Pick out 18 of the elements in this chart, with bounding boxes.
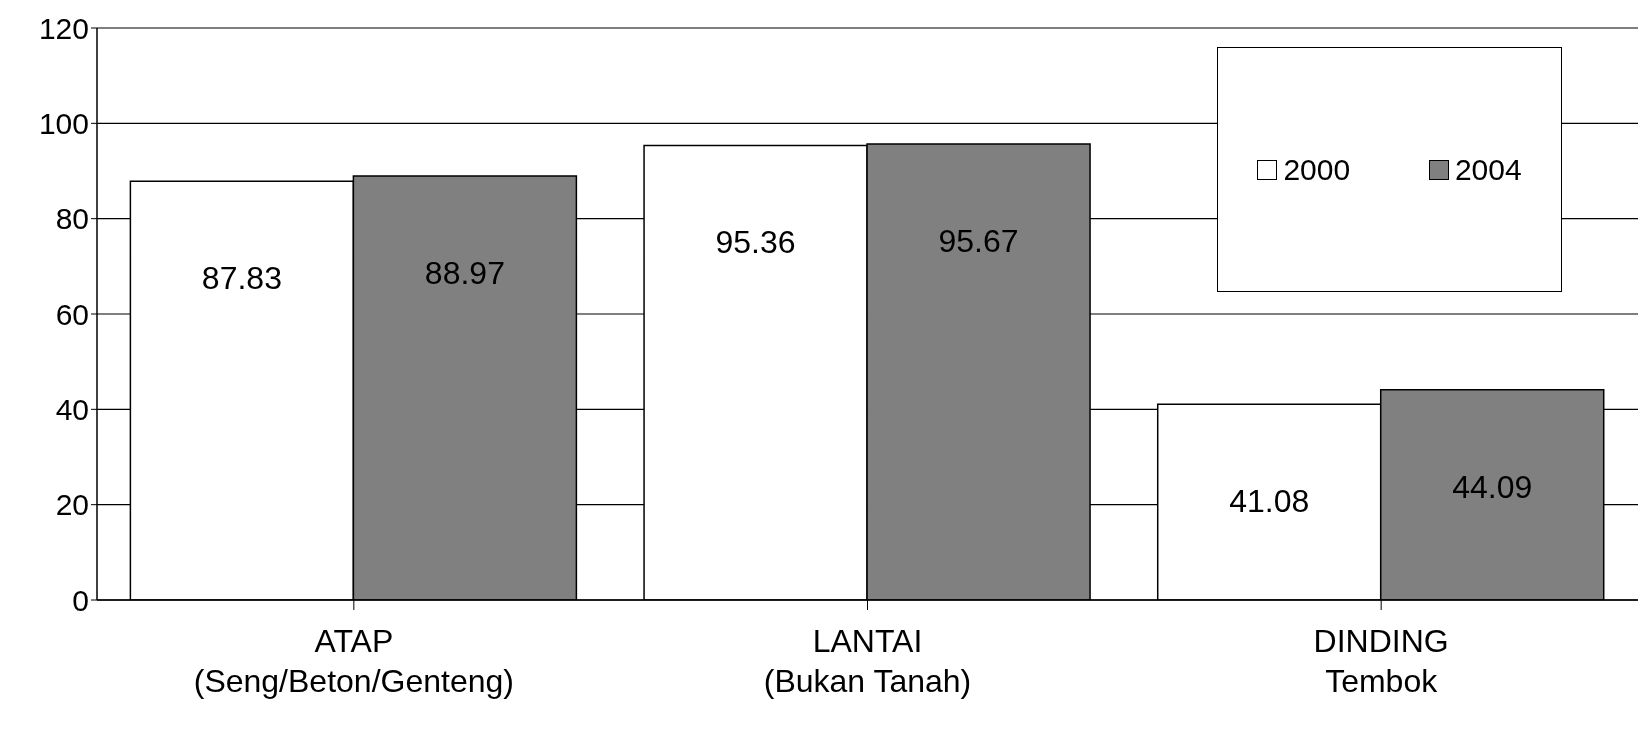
x-tick-label: DINDING Tembok: [1313, 623, 1449, 699]
y-tick-label: 80: [55, 202, 89, 236]
y-tick-label: 0: [72, 583, 89, 617]
y-tick-label: 40: [55, 392, 89, 426]
x-tick-label: LANTAI (Bukan Tanah): [763, 623, 972, 699]
data-label: 44.09: [1452, 468, 1533, 505]
data-label: 88.97: [424, 254, 505, 291]
data-label: 95.36: [715, 224, 796, 261]
y-tick-label: 100: [38, 106, 89, 140]
x-tick-label: ATAP (Seng/Beton/Genteng): [193, 623, 514, 699]
legend-label: 2004: [1454, 152, 1522, 187]
data-label: 41.08: [1229, 482, 1310, 519]
data-label: 95.67: [938, 222, 1019, 259]
y-tick-label: 120: [38, 11, 89, 45]
legend-label: 2000: [1283, 152, 1351, 187]
data-label: 87.83: [201, 260, 282, 297]
y-tick-label: 20: [55, 488, 89, 522]
y-tick-label: 60: [55, 297, 89, 331]
